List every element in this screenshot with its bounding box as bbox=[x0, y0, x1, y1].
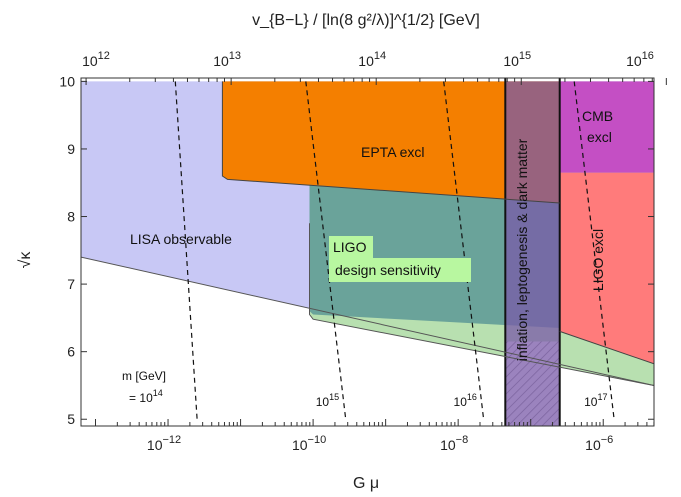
inflation-band-overlay bbox=[504, 78, 561, 426]
top-tick-label-4: 1016 bbox=[626, 50, 654, 69]
x-tick-label-3: 10−6 bbox=[585, 434, 613, 453]
inflation-label: inflation, leptogenesis & dark matter bbox=[514, 138, 530, 361]
mass-contour-0 bbox=[174, 81, 198, 420]
x-tick-label-0: 10−12 bbox=[147, 434, 181, 453]
region-3 bbox=[309, 184, 560, 328]
boundary-line-0 bbox=[81, 256, 654, 386]
mass-contour-label-3: 1017 bbox=[584, 392, 607, 409]
top-tick-label-0: 1012 bbox=[82, 50, 110, 69]
top-axis-label: v_{B−L} / [ln(8 g²/λ)]^{1/2} [GeV] bbox=[252, 12, 480, 29]
y-tick-label-3: 8 bbox=[67, 209, 75, 225]
mass-unit-label: m [GeV] bbox=[122, 369, 166, 383]
y-axis-label: √κ bbox=[17, 251, 34, 269]
boundary-lines-layer bbox=[81, 81, 654, 386]
ligo-excl-label: LIGO excl bbox=[590, 229, 606, 291]
top-tick-label-2: 1014 bbox=[358, 50, 386, 69]
lisa-label: LISA observable bbox=[130, 231, 232, 247]
y-tick-label-0: 5 bbox=[67, 411, 75, 427]
ticks-layer: 5 6 7 8 9 10 10−12 10−10 10−8 10−6 1012 1013 1014 101… bbox=[59, 50, 667, 453]
y-tick-label-1: 6 bbox=[67, 344, 75, 360]
x-axis-label: G μ bbox=[353, 475, 379, 492]
mass-labels-layer: = 1014 1015 1016 1017 bbox=[129, 388, 607, 409]
mass-contour-label-0: = 1014 bbox=[129, 388, 163, 405]
mass-contour-label-2: 1016 bbox=[454, 392, 477, 409]
y-tick-label-4: 9 bbox=[67, 141, 75, 157]
y-tick-label-5: 10 bbox=[59, 73, 75, 89]
boundary-line-3 bbox=[559, 330, 654, 365]
top-tick-label-3: 1015 bbox=[503, 50, 531, 69]
x-tick-label-2: 10−8 bbox=[440, 434, 468, 453]
region-2 bbox=[222, 81, 560, 203]
epta-label: EPTA excl bbox=[361, 144, 425, 160]
mass-contours-layer bbox=[174, 81, 615, 420]
boundary-line-1 bbox=[309, 223, 654, 386]
ligo-label-bg-1 bbox=[329, 236, 373, 258]
ligo-design-label-2: design sensitivity bbox=[335, 262, 441, 278]
mass-contour-2 bbox=[443, 81, 485, 420]
region-4 bbox=[559, 172, 654, 364]
cmb-label-2: excl bbox=[587, 129, 612, 145]
ligo-label-bg-2 bbox=[329, 258, 471, 282]
boundary-line-2 bbox=[221, 81, 560, 204]
x-tick-label-1: 10−10 bbox=[292, 434, 326, 453]
top-tick-label-1: 1013 bbox=[213, 50, 241, 69]
region-5 bbox=[559, 81, 654, 173]
ligo-design-label-1: LIGO bbox=[333, 239, 367, 255]
mass-contour-1 bbox=[305, 81, 347, 420]
y-tick-label-2: 7 bbox=[67, 276, 75, 292]
plot-frame bbox=[80, 77, 655, 427]
region-6 bbox=[505, 81, 560, 426]
mass-contour-3 bbox=[573, 81, 615, 420]
mass-contour-label-1: 1015 bbox=[316, 392, 339, 409]
cmb-label-1: CMB bbox=[582, 108, 613, 124]
